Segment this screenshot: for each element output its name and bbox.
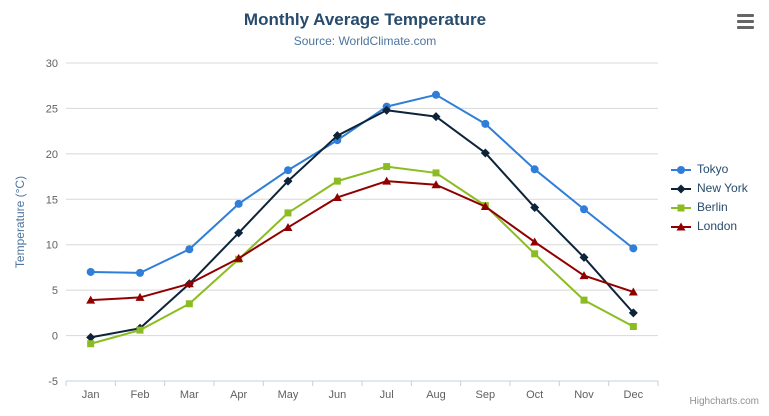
marker-diamond-icon[interactable] xyxy=(234,228,244,238)
marker-square-icon[interactable] xyxy=(629,322,637,330)
legend-item-label: Berlin xyxy=(697,200,728,214)
chart-subtitle: Source: WorldClimate.com xyxy=(293,34,437,48)
marker-diamond-icon[interactable] xyxy=(530,202,540,212)
marker-square-icon[interactable] xyxy=(185,300,193,308)
marker-triangle-icon[interactable] xyxy=(184,279,194,288)
marker-circle-icon[interactable] xyxy=(629,244,638,253)
marker-diamond-icon[interactable] xyxy=(480,148,490,158)
chart-title: Monthly Average Temperature xyxy=(243,10,487,29)
series-london xyxy=(86,176,638,304)
marker-triangle-icon[interactable] xyxy=(628,287,638,296)
marker-circle-icon[interactable] xyxy=(185,245,194,254)
y-axis-tick-label: 25 xyxy=(46,103,58,115)
legend-symbol-triangle-icon xyxy=(671,222,691,230)
marker-square-icon[interactable] xyxy=(87,340,95,348)
marker-diamond-icon[interactable] xyxy=(86,332,96,342)
marker-square-icon[interactable] xyxy=(432,169,440,177)
hamburger-icon-bar xyxy=(736,25,754,29)
y-axis-tick-label: 30 xyxy=(46,58,58,70)
x-axis-tick-label: Jan xyxy=(82,389,100,401)
y-axis-tick-label: 5 xyxy=(52,285,58,297)
marker-triangle-icon[interactable] xyxy=(530,237,540,246)
marker-triangle-icon[interactable] xyxy=(135,292,145,301)
marker-triangle-icon[interactable] xyxy=(234,253,244,262)
legend-item-tokyo[interactable]: Tokyo xyxy=(670,163,748,176)
marker-circle-icon[interactable] xyxy=(530,165,539,174)
marker-circle-icon xyxy=(677,165,685,174)
series-new-york xyxy=(86,105,638,342)
x-axis-tick-label: Apr xyxy=(230,389,247,401)
marker-square-icon[interactable] xyxy=(136,326,144,334)
x-axis-tick-label: Mar xyxy=(180,389,199,401)
legend-item-label: London xyxy=(697,219,738,233)
x-axis-tick-label: May xyxy=(278,389,299,401)
marker-circle-icon[interactable] xyxy=(234,199,243,208)
series-line-london[interactable] xyxy=(89,180,635,302)
legend-item-berlin[interactable]: Berlin xyxy=(670,201,748,214)
marker-square-icon[interactable] xyxy=(531,250,539,258)
marker-square-icon[interactable] xyxy=(333,177,341,185)
marker-diamond-icon[interactable] xyxy=(628,308,638,318)
legend-item-new-york[interactable]: New York xyxy=(670,182,748,195)
marker-circle-icon[interactable] xyxy=(136,268,144,277)
marker-diamond-icon[interactable] xyxy=(579,252,589,262)
series-tokyo xyxy=(86,90,638,277)
marker-triangle-icon[interactable] xyxy=(86,295,96,304)
credits-link[interactable]: Highcharts.com xyxy=(689,396,759,407)
marker-circle-icon[interactable] xyxy=(432,90,440,99)
series-line-berlin[interactable] xyxy=(89,165,635,345)
series-line-new-york[interactable] xyxy=(89,109,635,339)
y-axis-tick-label: 15 xyxy=(46,194,58,206)
x-axis-tick-label: Dec xyxy=(624,389,644,401)
x-axis-tick-label: Jun xyxy=(328,389,346,401)
x-axis-tick-label: Sep xyxy=(476,389,496,401)
marker-diamond-icon[interactable] xyxy=(283,176,293,186)
marker-triangle-icon[interactable] xyxy=(283,222,293,231)
series-line-tokyo[interactable] xyxy=(89,93,635,274)
marker-square-icon[interactable] xyxy=(284,209,292,217)
legend-item-label: New York xyxy=(697,181,748,195)
x-axis-tick-label: Jul xyxy=(380,389,394,401)
marker-square-icon[interactable] xyxy=(383,163,391,171)
marker-diamond-icon[interactable] xyxy=(382,105,392,115)
marker-triangle-icon[interactable] xyxy=(480,202,490,211)
x-axis-tick-label: Oct xyxy=(526,389,543,401)
y-axis-title: Temperature (°C) xyxy=(13,176,27,268)
marker-triangle-icon xyxy=(676,222,686,230)
hamburger-icon-bar xyxy=(736,19,754,23)
x-axis-tick-label: Nov xyxy=(574,389,594,401)
marker-diamond-icon[interactable] xyxy=(332,131,342,141)
y-axis-tick-label: -5 xyxy=(48,376,58,388)
marker-circle-icon[interactable] xyxy=(284,166,292,175)
marker-square-icon xyxy=(677,204,685,211)
y-axis-tick-label: 20 xyxy=(46,149,58,161)
x-axis-tick-label: Feb xyxy=(131,389,150,401)
x-axis-tick-label: Aug xyxy=(426,389,446,401)
legend-symbol-diamond-icon xyxy=(671,184,691,193)
legend-symbol-square-icon xyxy=(671,204,691,211)
marker-triangle-icon[interactable] xyxy=(382,176,392,185)
legend: Tokyo New York Berlin London xyxy=(670,163,748,233)
export-menu-button[interactable] xyxy=(733,10,757,32)
marker-triangle-icon[interactable] xyxy=(579,271,589,280)
marker-diamond-icon xyxy=(676,184,686,193)
hamburger-icon xyxy=(736,13,754,17)
legend-item-label: Tokyo xyxy=(697,162,729,176)
marker-circle-icon[interactable] xyxy=(86,267,95,276)
legend-symbol-circle-icon xyxy=(671,165,691,174)
legend-item-london[interactable]: London xyxy=(670,220,748,233)
marker-circle-icon[interactable] xyxy=(481,119,490,128)
marker-triangle-icon[interactable] xyxy=(431,180,441,189)
marker-circle-icon[interactable] xyxy=(580,205,588,214)
y-axis-tick-label: 10 xyxy=(46,240,58,252)
y-axis-tick-label: 0 xyxy=(52,331,58,343)
marker-triangle-icon[interactable] xyxy=(332,192,342,201)
marker-square-icon[interactable] xyxy=(580,296,588,304)
marker-diamond-icon[interactable] xyxy=(431,112,441,122)
